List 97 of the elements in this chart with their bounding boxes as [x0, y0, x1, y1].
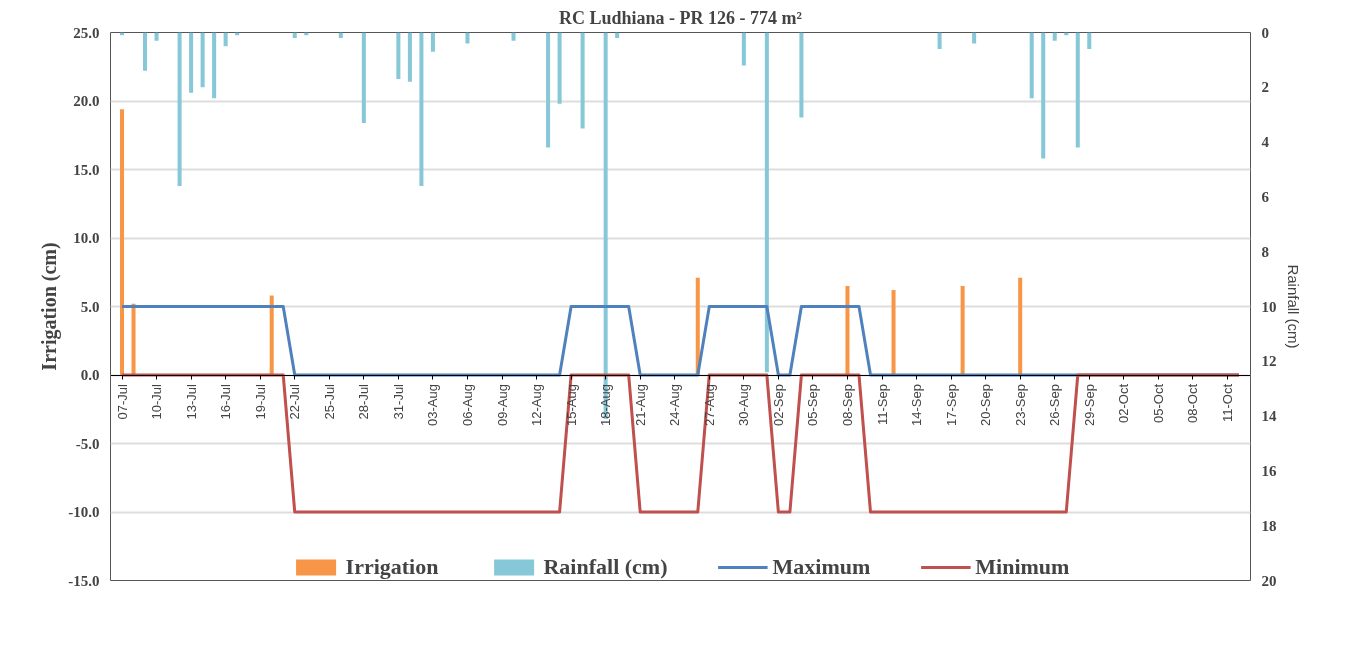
x-tick-label: 08-Oct: [1185, 383, 1201, 424]
y-tick-label: 25.0: [73, 24, 100, 41]
y-tick-label: 15.0: [73, 161, 100, 178]
x-tick-label: 05-Oct: [1150, 383, 1166, 424]
bar: [212, 32, 217, 99]
x-tick-label: 27-Aug: [701, 384, 717, 426]
x-tick-label: 06-Aug: [459, 384, 475, 426]
bar: [960, 285, 965, 375]
y-tick-label: -5.0: [75, 435, 100, 452]
bar: [845, 285, 850, 375]
y2-axis-title: Rainfall (cm): [1284, 264, 1302, 349]
bar: [154, 32, 159, 41]
bar: [557, 32, 562, 104]
bar: [1041, 32, 1046, 159]
x-tick-label: 31-Jul: [390, 383, 406, 420]
bar: [465, 32, 470, 44]
bar: [615, 32, 620, 38]
bar: [799, 32, 804, 118]
x-tick-label: 14-Sep: [909, 384, 925, 426]
x-tick-label: 23-Sep: [1012, 384, 1028, 426]
bar: [1029, 32, 1034, 99]
x-tick-label: 13-Jul: [183, 383, 199, 420]
x-tick-label: 26-Sep: [1047, 384, 1063, 426]
x-tick-label: 18-Aug: [598, 384, 614, 426]
bar: [546, 32, 551, 148]
x-tick-label: 08-Sep: [839, 384, 855, 426]
x-tick-label: 30-Aug: [736, 384, 752, 426]
bar: [764, 32, 769, 373]
y-tick-label: 5.0: [80, 298, 100, 315]
y2-tick-label: 20: [1261, 572, 1277, 589]
x-tick-label: 17-Sep: [943, 384, 959, 426]
bar: [143, 32, 148, 71]
bar: [292, 32, 297, 38]
chart-title: RC Ludhiana - PR 126 - 774 m²: [559, 7, 802, 28]
y-tick-label: -15.0: [68, 572, 100, 589]
x-tick-label: 11-Sep: [874, 383, 890, 425]
bar: [131, 303, 136, 375]
bar: [580, 32, 585, 129]
bar: [972, 32, 977, 44]
y-axis-title: Irrigation (cm): [38, 242, 62, 371]
bar: [1075, 32, 1080, 148]
x-tick-label: 25-Jul: [321, 383, 337, 420]
x-tick-label: 09-Aug: [494, 384, 510, 426]
x-tick-label: 22-Jul: [287, 383, 303, 420]
bar: [396, 32, 401, 80]
y2-tick-label: 4: [1261, 134, 1270, 151]
x-tick-label: 07-Jul: [114, 383, 130, 420]
bar: [223, 32, 228, 47]
x-tick-label: 15-Aug: [563, 384, 579, 426]
y-tick-label: 10.0: [73, 230, 100, 246]
bar: [338, 32, 343, 38]
x-tick-label: 11-Oct: [1219, 383, 1235, 423]
x-tick-label: 16-Jul: [218, 383, 234, 420]
bar: [120, 109, 125, 375]
legend-label: Minimum: [975, 554, 1070, 580]
bar: [891, 290, 896, 375]
x-tick-label: 02-Oct: [1116, 383, 1132, 424]
x-tick-label: 21-Aug: [632, 384, 648, 426]
y2-tick-label: 14: [1261, 408, 1277, 425]
y2-tick-label: 2: [1261, 79, 1269, 96]
x-tick-label: 28-Jul: [356, 383, 372, 420]
x-tick-label: 19-Jul: [252, 383, 268, 420]
x-tick-label: 20-Sep: [978, 384, 994, 426]
x-tick-label: 03-Aug: [425, 384, 441, 426]
bar: [269, 295, 274, 375]
x-tick-label: 12-Aug: [529, 384, 545, 426]
y2-tick-label: 0: [1261, 24, 1269, 41]
bar: [407, 32, 412, 82]
legend-label: Irrigation: [345, 554, 439, 580]
y2-tick-label: 18: [1261, 517, 1277, 534]
bar: [177, 32, 182, 186]
y2-tick-label: 16: [1261, 462, 1277, 479]
y2-tick-label: 10: [1261, 298, 1277, 315]
bar: [1052, 32, 1057, 41]
y2-tick-label: 8: [1261, 243, 1269, 260]
bar: [511, 32, 516, 41]
bar: [1087, 32, 1092, 49]
bar: [189, 32, 194, 93]
legend-label: Rainfall (cm): [543, 554, 668, 580]
y2-tick-label: 6: [1261, 188, 1270, 205]
x-tick-label: 10-Jul: [149, 383, 165, 420]
x-tick-label: 29-Sep: [1081, 384, 1097, 426]
legend-label: Maximum: [772, 554, 871, 580]
y-tick-label: 0.0: [80, 367, 100, 383]
bar: [361, 32, 366, 123]
x-tick-label: 02-Sep: [770, 384, 786, 426]
y2-tick-label: 12: [1261, 353, 1277, 370]
y-tick-label: -10.0: [68, 504, 100, 520]
bar: [419, 32, 424, 186]
bar: [937, 32, 942, 49]
bar: [200, 32, 205, 88]
bar: [741, 32, 746, 66]
bar: [1018, 277, 1023, 375]
x-tick-label: 05-Sep: [805, 384, 821, 426]
bar: [430, 32, 435, 52]
x-tick-label: 24-Aug: [667, 384, 683, 426]
y-tick-label: 20.0: [73, 93, 100, 109]
